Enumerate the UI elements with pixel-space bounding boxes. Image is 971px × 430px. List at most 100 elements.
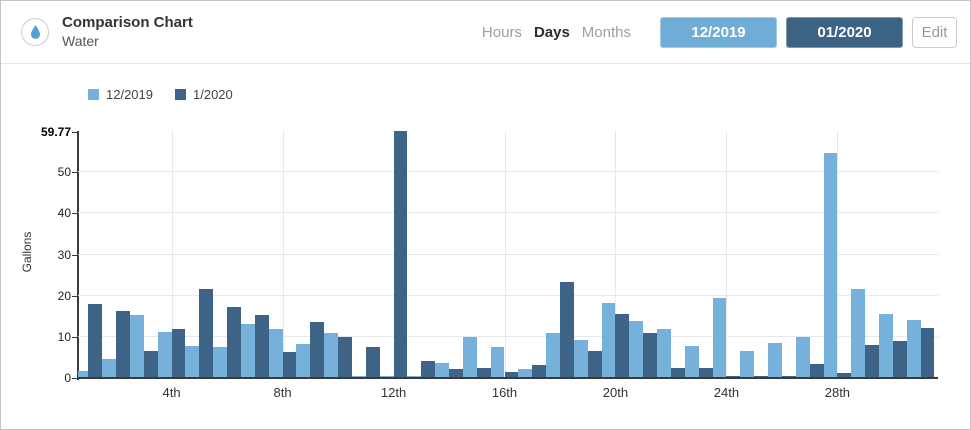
bar-12/2019-day17[interactable] xyxy=(518,368,533,377)
bar-1/2020-day9[interactable] xyxy=(310,321,325,377)
bar-12/2019-day18[interactable] xyxy=(546,332,560,377)
bar-1/2020-day23[interactable] xyxy=(698,367,713,377)
bar-1/2020-day4[interactable] xyxy=(171,328,186,377)
bar-12/2019-day9[interactable] xyxy=(296,344,311,377)
legend-swatch-jan2020 xyxy=(175,89,186,100)
x-tick-label: 4th xyxy=(162,385,181,400)
bar-12/2019-day15[interactable] xyxy=(462,336,477,377)
bar-12/2019-day31[interactable] xyxy=(906,320,921,377)
bar-12/2019-day5[interactable] xyxy=(185,346,200,377)
bar-1/2020-day29[interactable] xyxy=(865,345,879,377)
bar-1/2020-day16[interactable] xyxy=(504,372,519,377)
gridline-y xyxy=(78,253,938,255)
gridline-x xyxy=(171,131,173,378)
bar-12/2019-day28[interactable] xyxy=(823,152,838,377)
tab-months[interactable]: Months xyxy=(581,23,631,41)
bar-1/2020-day12[interactable] xyxy=(393,131,408,377)
bar-1/2020-day30[interactable] xyxy=(892,341,907,377)
tab-hours[interactable]: Hours xyxy=(481,23,522,41)
y-tick-mark xyxy=(72,213,77,215)
bar-12/2019-day24[interactable] xyxy=(712,297,727,377)
x-tick-label: 28th xyxy=(824,385,851,400)
bar-12/2019-day30[interactable] xyxy=(879,313,893,377)
gridline-y xyxy=(78,171,938,173)
bar-12/2019-day20[interactable] xyxy=(601,303,616,377)
bar-12/2019-day26[interactable] xyxy=(768,342,782,377)
bar-1/2020-day18[interactable] xyxy=(559,282,574,377)
y-tick-label: 10 xyxy=(57,329,71,344)
legend-item-dec2019[interactable]: 12/2019 xyxy=(88,87,153,102)
bar-12/2019-day4[interactable] xyxy=(157,331,172,377)
bar-12/2019-day2[interactable] xyxy=(102,359,117,377)
bar-1/2020-day21[interactable] xyxy=(643,332,658,377)
bar-12/2019-day6[interactable] xyxy=(213,346,228,377)
bar-1/2020-day19[interactable] xyxy=(587,350,602,377)
bar-1/2020-day27[interactable] xyxy=(809,363,824,377)
x-tick-label: 20th xyxy=(602,385,629,400)
bar-12/2019-day12[interactable] xyxy=(379,375,394,377)
y-tick-label: 59.77 xyxy=(40,125,71,139)
bar-12/2019-day29[interactable] xyxy=(851,288,866,377)
bar-12/2019-day10[interactable] xyxy=(324,332,339,377)
y-tick-mark xyxy=(72,336,77,338)
bar-12/2019-day8[interactable] xyxy=(268,329,283,377)
bar-12/2019-day14[interactable] xyxy=(435,363,449,377)
bar-12/2019-day25[interactable] xyxy=(740,351,755,377)
gridline-y xyxy=(78,212,938,214)
bar-1/2020-day31[interactable] xyxy=(920,327,935,377)
bar-12/2019-day7[interactable] xyxy=(240,324,255,377)
tab-days[interactable]: Days xyxy=(533,23,570,41)
bar-1/2020-day17[interactable] xyxy=(532,365,547,377)
y-tick-mark xyxy=(72,295,77,297)
y-tick-mark xyxy=(72,172,77,174)
bar-12/2019-day3[interactable] xyxy=(129,314,144,377)
period-button-1[interactable]: 01/2020 xyxy=(786,16,903,48)
header-controls: Hours Days Months 12/2019 01/2020 Edit xyxy=(481,16,957,48)
bar-12/2019-day27[interactable] xyxy=(795,336,810,377)
x-tick-label: 12th xyxy=(380,385,407,400)
gridline-y xyxy=(78,335,938,337)
y-tick-mark xyxy=(72,254,77,256)
bar-1/2020-day5[interactable] xyxy=(199,289,214,377)
bar-1/2020-day10[interactable] xyxy=(338,337,352,377)
bar-12/2019-day23[interactable] xyxy=(684,346,699,377)
gridline-x xyxy=(726,131,728,378)
bar-1/2020-day25[interactable] xyxy=(754,375,769,377)
period-button-0[interactable]: 12/2019 xyxy=(660,16,777,48)
x-tick-label: 8th xyxy=(273,385,292,400)
bar-12/2019-day13[interactable] xyxy=(407,375,422,377)
bar-1/2020-day11[interactable] xyxy=(365,346,380,377)
legend-item-jan2020[interactable]: 1/2020 xyxy=(175,87,233,102)
y-tick-label: 40 xyxy=(57,206,71,221)
y-axis-line xyxy=(77,131,79,380)
bar-1/2020-day8[interactable] xyxy=(282,351,297,377)
bar-1/2020-day1[interactable] xyxy=(88,304,103,377)
bar-1/2020-day6[interactable] xyxy=(227,307,241,377)
bar-12/2019-day16[interactable] xyxy=(490,346,505,377)
bar-1/2020-day14[interactable] xyxy=(449,369,463,377)
gridline-x xyxy=(615,131,617,378)
bar-1/2020-day20[interactable] xyxy=(615,314,630,377)
bar-12/2019-day19[interactable] xyxy=(573,339,588,377)
bar-1/2020-day2[interactable] xyxy=(116,310,130,377)
bar-1/2020-day7[interactable] xyxy=(254,315,269,377)
bar-1/2020-day24[interactable] xyxy=(726,375,741,377)
bar-1/2020-day13[interactable] xyxy=(421,360,436,377)
bar-12/2019-day21[interactable] xyxy=(629,321,644,377)
x-axis-line xyxy=(78,377,938,379)
bar-1/2020-day3[interactable] xyxy=(143,351,158,377)
bar-12/2019-day1[interactable] xyxy=(78,371,89,377)
header-titles: Comparison Chart Water xyxy=(62,13,193,51)
y-tick-label: 20 xyxy=(57,288,71,303)
bar-12/2019-day22[interactable] xyxy=(657,329,671,377)
bar-1/2020-day15[interactable] xyxy=(476,368,491,377)
edit-button[interactable]: Edit xyxy=(912,16,957,48)
page-subtitle: Water xyxy=(62,33,99,49)
gridline-x xyxy=(504,131,506,378)
bar-1/2020-day22[interactable] xyxy=(670,367,685,377)
bar-1/2020-day26[interactable] xyxy=(781,375,796,377)
bar-1/2020-day28[interactable] xyxy=(837,373,852,377)
gridline-y xyxy=(78,294,938,296)
bar-12/2019-day11[interactable] xyxy=(351,375,366,377)
